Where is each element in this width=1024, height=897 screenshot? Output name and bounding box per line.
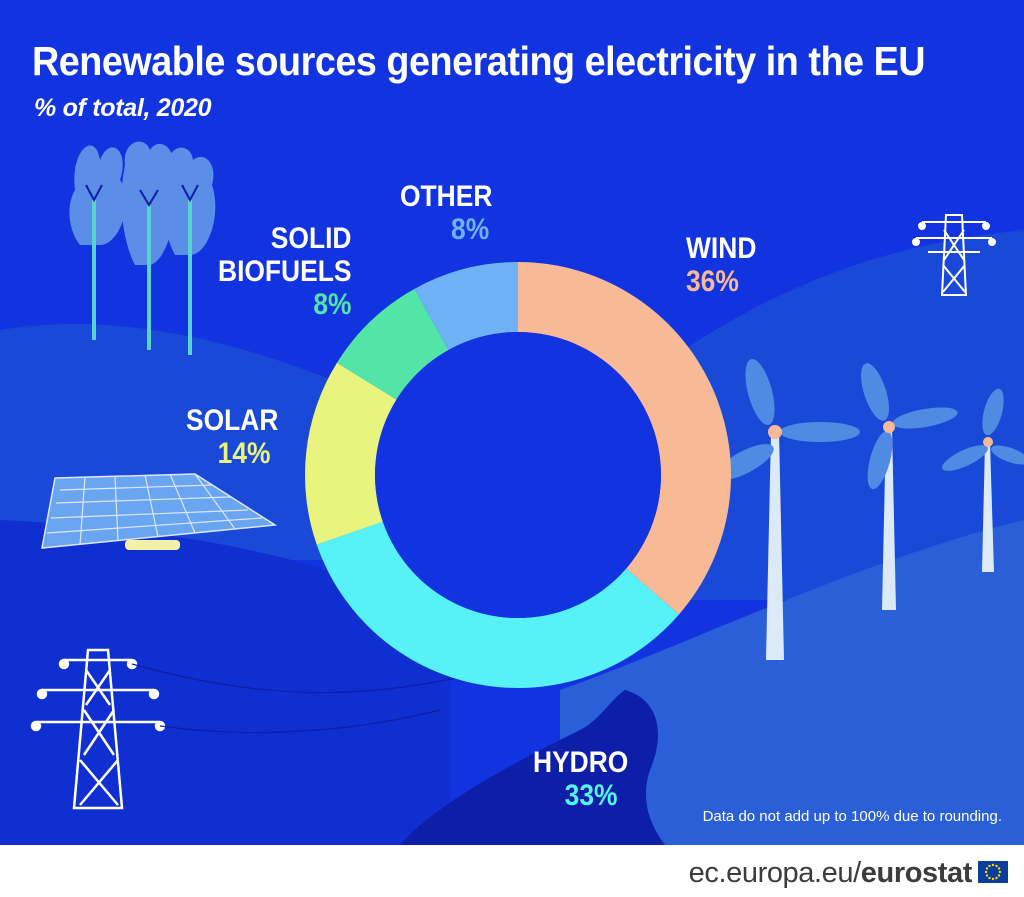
label-wind: WIND 36% xyxy=(686,232,756,298)
tree-icon xyxy=(121,141,176,350)
label-other-name: OTHER xyxy=(400,180,493,213)
footer-url-brand: eurostat xyxy=(860,857,973,889)
label-wind-value: 36% xyxy=(686,265,739,298)
label-biofuels-value: 8% xyxy=(313,288,352,321)
donut-slice-hydro xyxy=(316,521,679,688)
label-other: OTHER 8% xyxy=(400,180,492,246)
label-biofuels-name-line2: BIOFUELS xyxy=(218,255,352,288)
label-biofuels-name-line1: SOLID xyxy=(270,222,352,255)
footer: ec.europa.eu/eurostat xyxy=(0,845,1024,897)
tree-icon xyxy=(163,147,216,355)
label-other-value: 8% xyxy=(451,213,490,246)
background-scene xyxy=(0,0,1024,845)
donut-slice-other xyxy=(414,262,518,351)
power-line xyxy=(159,709,441,734)
power-line xyxy=(131,663,471,694)
donut-slice-wind xyxy=(518,262,732,615)
donut-slice-solar xyxy=(305,362,397,545)
right-ground xyxy=(560,520,1024,845)
label-hydro-name: HYDRO xyxy=(533,746,629,779)
solar-panel-icon xyxy=(41,473,278,550)
eu-flag-icon xyxy=(978,861,1008,883)
label-hydro-value: 33% xyxy=(564,779,618,812)
footnote: Data do not add up to 100% due to roundi… xyxy=(702,808,1002,825)
power-pylon-icon xyxy=(912,214,996,296)
tree-icon xyxy=(69,145,127,340)
wind-turbine-icon xyxy=(861,363,958,610)
label-wind-name: WIND xyxy=(686,232,757,265)
wind-turbine-icon xyxy=(942,388,1024,572)
river xyxy=(400,690,665,845)
label-solar-value: 14% xyxy=(217,437,271,470)
footer-url-prefix: ec.europa.eu/ xyxy=(688,857,862,889)
label-solar: SOLAR 14% xyxy=(186,404,278,470)
power-pylon-icon xyxy=(30,648,166,810)
left-ground xyxy=(0,520,450,845)
label-hydro: HYDRO 33% xyxy=(533,746,628,812)
chart-subtitle: % of total, 2020 xyxy=(34,94,212,122)
label-solar-name: SOLAR xyxy=(186,404,279,437)
footer-url[interactable]: ec.europa.eu/eurostat xyxy=(688,857,973,890)
donut-slice-solid-biofuels xyxy=(337,288,449,400)
donut-hole xyxy=(375,332,661,618)
label-biofuels: SOLID BIOFUELS 8% xyxy=(218,222,351,321)
donut-chart xyxy=(305,262,732,688)
wind-turbine-icon xyxy=(716,359,860,660)
chart-title: Renewable sources generating electricity… xyxy=(32,38,926,84)
